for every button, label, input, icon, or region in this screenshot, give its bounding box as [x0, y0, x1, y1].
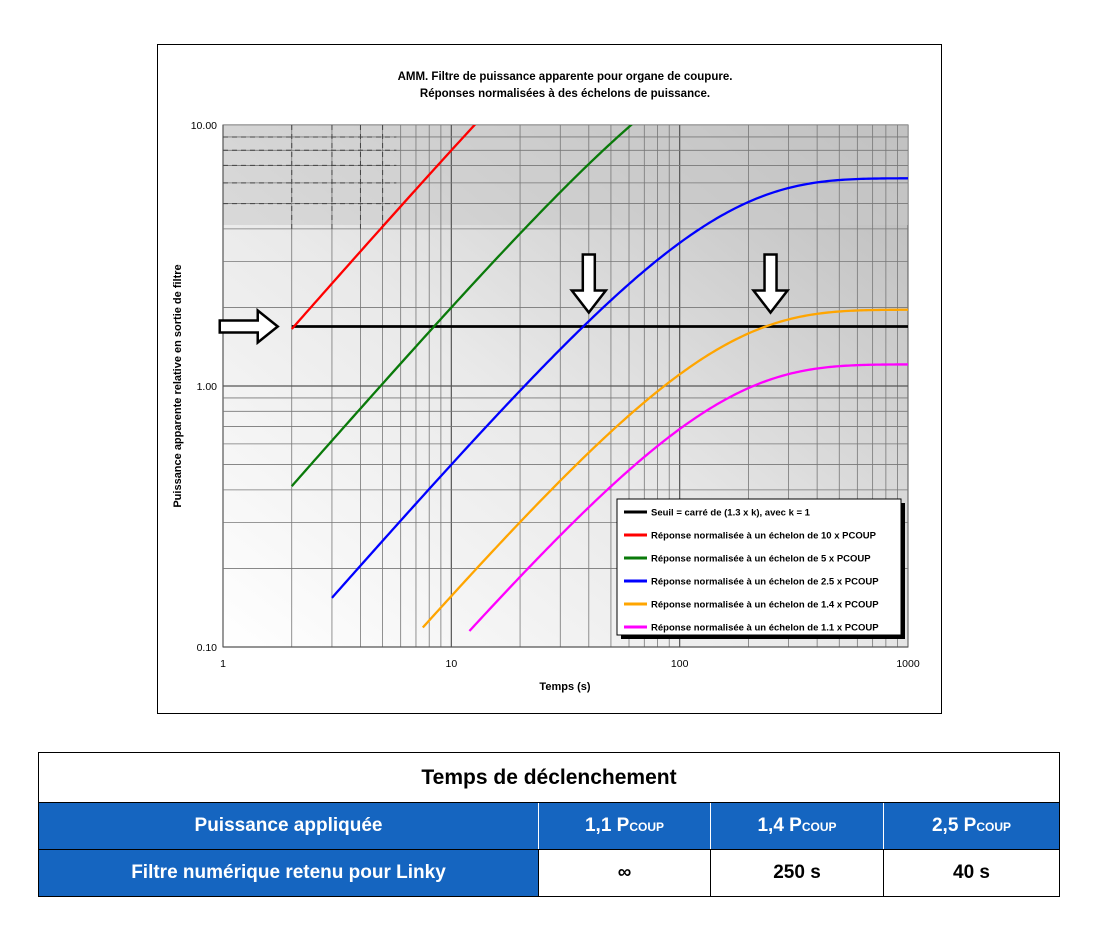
applied-power-value: 1,4 P: [757, 815, 802, 836]
filter-label: Filtre numérique retenu pour Linky: [38, 849, 539, 897]
arrow-right-marker: [218, 307, 280, 346]
applied-power-value: 2,5 P: [931, 815, 977, 836]
series-line-s14: [421, 308, 908, 629]
x-tick-label: 1: [220, 658, 226, 670]
legend-entry: Réponse normalisée à un échelon de 1.1 x…: [651, 623, 879, 634]
applied-power-label: Puissance appliquée: [38, 802, 539, 850]
y-tick-label: 10.00: [191, 120, 217, 132]
applied-power-cell: 2,5 PCOUP: [882, 802, 1061, 850]
applied-power-subscript: COUP: [801, 820, 837, 834]
chart: AMM. Filtre de puissance apparente pour …: [172, 71, 920, 693]
chart-title-line-1: AMM. Filtre de puissance apparente pour …: [398, 71, 733, 83]
table-row-filter: Filtre numérique retenu pour Linky ∞ 250…: [38, 849, 1061, 897]
applied-power-subscript: COUP: [976, 820, 1012, 834]
dashed-grid: [223, 125, 397, 229]
applied-power-subscript: COUP: [629, 820, 665, 834]
filter-value: 250 s: [710, 849, 884, 897]
table-row-applied-power: Puissance appliquée 1,1 PCOUP 1,4 PCOUP …: [38, 802, 1061, 850]
applied-power-value: 1,1 P: [584, 815, 630, 836]
table-title: Temps de déclenchement: [37, 752, 1061, 803]
x-tick-label: 100: [671, 658, 689, 670]
x-tick-label: 10: [445, 658, 457, 670]
series-line-s11: [468, 363, 908, 632]
series-line-s25: [331, 177, 908, 599]
applied-power-cell: 1,1 PCOUP: [538, 802, 711, 850]
trip-time-table: Temps de déclenchement Puissance appliqu…: [37, 752, 1061, 897]
y-tick-label: 0.10: [197, 642, 218, 654]
chart-frame: AMM. Filtre de puissance apparente pour …: [157, 44, 942, 714]
legend-entry: Réponse normalisée à un échelon de 2.5 x…: [651, 577, 879, 588]
applied-power-cell: 1,4 PCOUP: [710, 802, 884, 850]
grid: [222, 125, 908, 648]
x-axis-label: Temps (s): [539, 681, 590, 693]
x-tick-label: 1000: [896, 658, 920, 670]
filter-value: 40 s: [882, 849, 1061, 897]
y-axis-label: Puissance apparente relative en sortie d…: [172, 264, 184, 507]
legend-entry: Réponse normalisée à un échelon de 10 x …: [651, 531, 877, 542]
legend-entry: Réponse normalisée à un échelon de 1.4 x…: [651, 600, 879, 611]
markers: [218, 253, 791, 346]
y-tick-labels: 0.10 1.00 10.00: [191, 120, 217, 654]
curves: [290, 125, 908, 632]
chart-title-line-2: Réponses normalisées à des échelons de p…: [420, 88, 710, 100]
legend-box: [616, 498, 902, 636]
filter-value: ∞: [538, 849, 711, 897]
x-tick-labels: 1 10 100 1000: [220, 658, 920, 670]
arrow-down-marker: [569, 253, 609, 315]
plot-top-shade: [223, 125, 908, 225]
arrow-down-marker: [750, 253, 791, 315]
legend-entry: Réponse normalisée à un échelon de 5 x P…: [651, 554, 871, 565]
y-tick-label: 1.00: [197, 381, 218, 393]
legend: Seuil = carré de (1.3 x k), avec k = 1 Ré…: [616, 498, 905, 639]
series-line-s5: [290, 125, 633, 487]
series-line-s10: [290, 125, 477, 330]
legend-entry: Seuil = carré de (1.3 x k), avec k = 1: [651, 508, 811, 519]
